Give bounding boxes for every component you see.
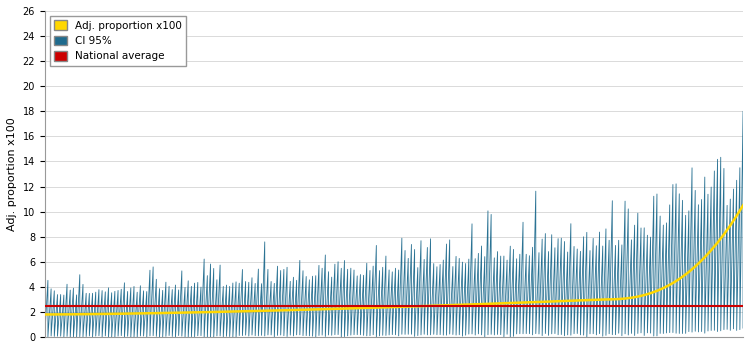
Y-axis label: Adj. proportion x100: Adj. proportion x100 [7,117,17,231]
Legend: Adj. proportion x100, CI 95%, National average: Adj. proportion x100, CI 95%, National a… [50,16,186,65]
